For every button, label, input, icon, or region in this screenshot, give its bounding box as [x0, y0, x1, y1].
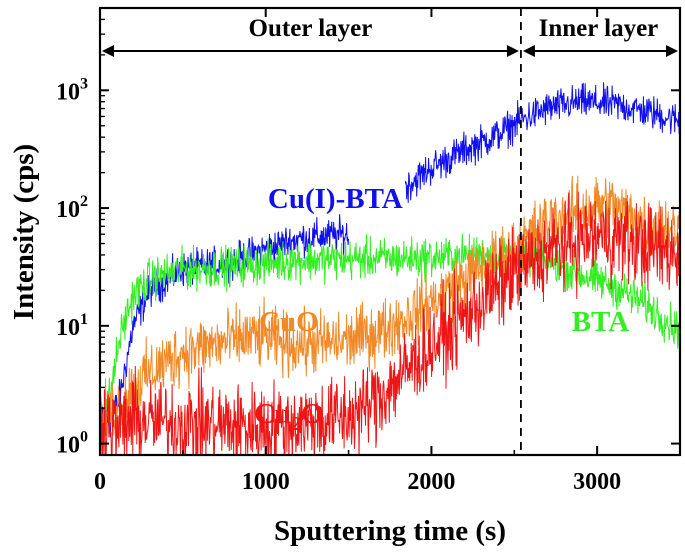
series-line-cu2o — [100, 191, 680, 455]
series-bta — [100, 229, 680, 424]
y-axis-label: Intensity (cps) — [8, 144, 40, 320]
x-tick-label: 2000 — [407, 469, 455, 495]
arrow-head — [522, 45, 535, 57]
plot-frame — [98, 6, 682, 457]
region-label-inner-layer: Inner layer — [539, 15, 659, 42]
series-label-cu2o: Cu2O — [254, 398, 324, 435]
region-label-outer-layer: Outer layer — [249, 15, 373, 42]
arrow-head — [102, 45, 114, 57]
series-line-bta — [100, 229, 680, 424]
arrow-head — [506, 45, 519, 57]
series-line-cuo — [100, 175, 680, 453]
series-cuo — [100, 175, 680, 453]
label-layer: Cu(I)-BTA BTA CuO Cu2O — [254, 183, 629, 435]
x-tick-label: 1000 — [242, 469, 290, 495]
x-axis-label: Sputtering time (s) — [274, 515, 506, 547]
x-tick-label: 0 — [94, 469, 106, 495]
axis-layer: 0 1000 2000 3000 100 101 102 103 — [56, 8, 680, 495]
arrow-head — [666, 45, 678, 57]
region-layer: Outer layer Inner layer — [102, 8, 678, 455]
y-tick-label: 101 — [56, 311, 88, 341]
series-label-cu-i-bta: Cu(I)-BTA — [268, 183, 403, 215]
series-layer — [100, 82, 680, 455]
series-cu2o — [100, 191, 680, 455]
y-tick-label: 102 — [56, 193, 88, 223]
y-tick-label: 100 — [56, 429, 88, 459]
series-label-bta: BTA — [572, 306, 630, 338]
series-label-cuo: CuO — [259, 306, 319, 338]
x-tick-label: 3000 — [573, 469, 621, 495]
y-tick-label: 103 — [56, 75, 88, 105]
